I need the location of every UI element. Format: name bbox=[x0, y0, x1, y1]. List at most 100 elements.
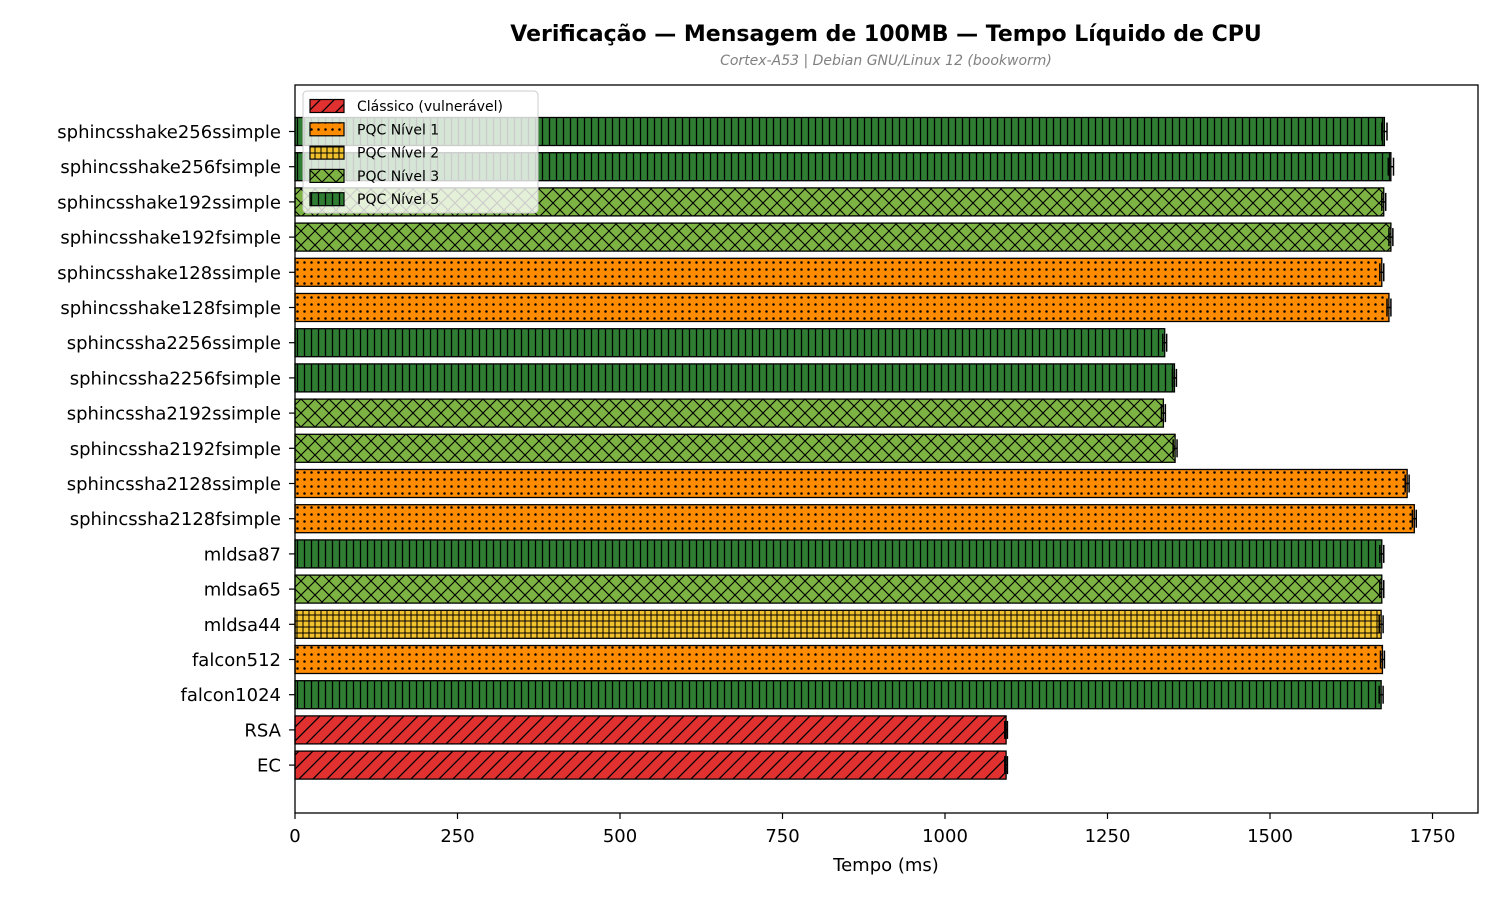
error-bar-falcon1024 bbox=[1378, 685, 1384, 704]
error-bar-rsa bbox=[1004, 720, 1009, 739]
y-tick-label: RSA bbox=[244, 720, 281, 741]
legend-item-l1: PQC Nível 1 bbox=[309, 122, 439, 138]
y-tick-label: mldsa65 bbox=[204, 580, 281, 601]
bar-sphincssha2256fsimple bbox=[294, 363, 1176, 393]
bar-hatch bbox=[294, 750, 1007, 780]
bar-hatch bbox=[294, 292, 1390, 323]
bar-mldsa65 bbox=[294, 574, 1383, 604]
error-bar-sphincssha2128ssimple bbox=[1404, 474, 1410, 493]
x-tick-label: 1500 bbox=[1247, 826, 1293, 847]
bar-mldsa87 bbox=[294, 539, 1383, 569]
x-tick-label: 0 bbox=[289, 826, 300, 847]
error-bar-sphincssha2192ssimple bbox=[1160, 404, 1167, 423]
bar-mldsa44 bbox=[294, 609, 1382, 639]
legend-item-l2: PQC Nível 2 bbox=[309, 145, 439, 162]
bar-hatch bbox=[294, 680, 1382, 710]
bar-ec bbox=[294, 750, 1007, 780]
bar-hatch bbox=[294, 644, 1384, 675]
y-tick-label: sphincsshake192fsimple bbox=[60, 228, 281, 249]
plot-frame bbox=[294, 84, 1479, 814]
bar-falcon512 bbox=[294, 644, 1384, 675]
bar-hatch bbox=[294, 504, 1415, 534]
y-tick-label: sphincsshake192ssimple bbox=[57, 192, 281, 213]
error-bar-sphincsshake128fsimple bbox=[1386, 298, 1392, 317]
legend-swatch bbox=[309, 98, 345, 114]
bar-hatch bbox=[294, 222, 1392, 252]
error-bar-sphincsshake128ssimple bbox=[1379, 263, 1385, 282]
legend-item-classic: Clássico (vulnerável) bbox=[309, 98, 503, 115]
bar-hatch bbox=[294, 574, 1383, 604]
x-tick-label: 750 bbox=[765, 826, 799, 847]
error-bar-sphincssha2128fsimple bbox=[1411, 509, 1417, 528]
legend-label: PQC Nível 5 bbox=[357, 192, 439, 208]
error-bar-sphincssha2192fsimple bbox=[1172, 439, 1178, 458]
error-bar-falcon512 bbox=[1379, 650, 1386, 669]
error-bar-ec bbox=[1004, 756, 1009, 775]
bar-sphincssha2256ssimple bbox=[294, 328, 1166, 358]
legend: Clássico (vulnerável) PQC Nível 1 PQC Níve… bbox=[302, 90, 539, 214]
bar-rsa bbox=[294, 715, 1007, 745]
error-bar-mldsa65 bbox=[1379, 580, 1385, 599]
y-tick-label: sphincsshake128ssimple bbox=[57, 263, 281, 284]
legend-label: PQC Nível 1 bbox=[357, 122, 439, 138]
bar-sphincssha2128ssimple bbox=[294, 468, 1408, 499]
bar-hatch bbox=[294, 433, 1176, 463]
bar-sphincssha2128fsimple bbox=[294, 504, 1415, 534]
legend-swatch bbox=[309, 168, 345, 183]
x-tick-label: 500 bbox=[603, 826, 637, 847]
error-bar-sphincsshake192fsimple bbox=[1388, 228, 1394, 247]
bar-sphincsshake192fsimple bbox=[294, 222, 1392, 252]
bar-hatch bbox=[294, 609, 1382, 639]
error-bar-sphincssha2256fsimple bbox=[1171, 368, 1178, 387]
legend-label: PQC Nível 3 bbox=[357, 169, 439, 185]
x-axis-ticks: 0 250 500 750 1000 1250 1500 1750 bbox=[289, 813, 1455, 847]
y-tick-label: sphincsshake128fsimple bbox=[60, 298, 281, 319]
legend-swatch bbox=[309, 145, 345, 160]
bar-hatch bbox=[294, 715, 1007, 745]
legend-item-l3: PQC Nível 3 bbox=[309, 168, 439, 185]
y-tick-label: EC bbox=[257, 756, 281, 777]
y-tick-label: sphincssha2128fsimple bbox=[70, 509, 281, 530]
bar-sphincssha2192fsimple bbox=[294, 433, 1176, 463]
legend-item-l5: PQC Nível 5 bbox=[309, 192, 439, 208]
error-bar-sphincsshake192ssimple bbox=[1381, 192, 1387, 211]
y-tick-label: mldsa87 bbox=[204, 544, 281, 565]
bar-hatch bbox=[294, 328, 1166, 358]
y-tick-label: sphincsshake256ssimple bbox=[57, 122, 281, 143]
bar-falcon1024 bbox=[294, 680, 1382, 710]
error-bar-sphincssha2256ssimple bbox=[1162, 333, 1168, 352]
bar-hatch bbox=[294, 363, 1176, 393]
chart-title: Verificação — Mensagem de 100MB — Tempo … bbox=[510, 22, 1262, 47]
x-tick-label: 1750 bbox=[1410, 826, 1456, 847]
x-tick-label: 250 bbox=[440, 826, 474, 847]
y-tick-label: sphincssha2192ssimple bbox=[67, 404, 281, 425]
x-tick-label: 1000 bbox=[922, 826, 968, 847]
bar-hatch bbox=[294, 539, 1383, 569]
bar-sphincsshake128fsimple bbox=[294, 292, 1390, 323]
y-tick-label: falcon1024 bbox=[181, 685, 282, 706]
error-bars-layer bbox=[1004, 122, 1417, 775]
bar-hatch bbox=[294, 398, 1165, 428]
y-tick-label: sphincssha2256ssimple bbox=[67, 333, 281, 354]
bar-hatch bbox=[294, 468, 1408, 499]
chart-subtitle: Cortex-A53 | Debian GNU/Linux 12 (bookwo… bbox=[720, 53, 1052, 69]
bars-layer bbox=[294, 116, 1415, 780]
y-tick-label: sphincssha2256fsimple bbox=[70, 368, 281, 389]
y-tick-label: mldsa44 bbox=[204, 615, 281, 636]
legend-label: Clássico (vulnerável) bbox=[357, 99, 503, 115]
bar-sphincsshake128ssimple bbox=[294, 257, 1383, 287]
y-axis-ticks: sphincsshake256ssimple sphincsshake256fsi… bbox=[57, 122, 295, 777]
y-tick-label: falcon512 bbox=[192, 650, 281, 671]
legend-swatch bbox=[309, 122, 345, 137]
x-axis-label: Tempo (ms) bbox=[832, 855, 939, 876]
y-tick-label: sphincssha2192fsimple bbox=[70, 439, 281, 460]
error-bar-sphincsshake256fsimple bbox=[1387, 157, 1395, 176]
error-bar-mldsa87 bbox=[1379, 544, 1385, 563]
error-bar-mldsa44 bbox=[1378, 615, 1384, 634]
legend-label: PQC Nível 2 bbox=[357, 146, 439, 162]
error-bar-sphincsshake256ssimple bbox=[1381, 122, 1388, 141]
bar-hatch bbox=[294, 257, 1383, 287]
bar-sphincssha2192ssimple bbox=[294, 398, 1165, 428]
x-tick-label: 1250 bbox=[1085, 826, 1131, 847]
